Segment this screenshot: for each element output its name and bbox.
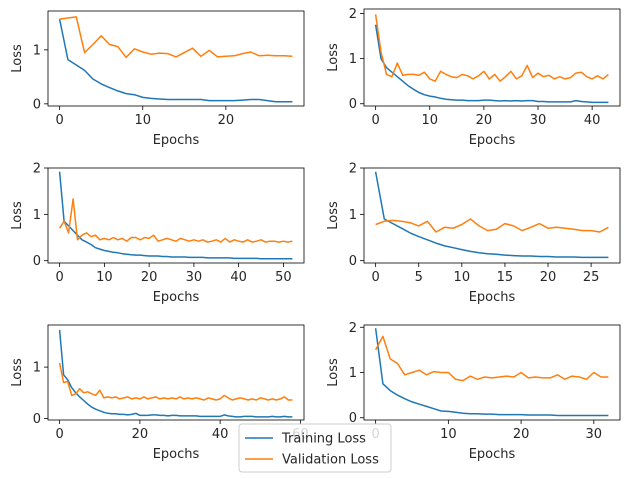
y-tick-label: 1 (349, 208, 357, 223)
y-axis-label: Loss (326, 43, 341, 72)
y-tick-label: 0 (33, 412, 41, 427)
y-tick-label: 2 (349, 162, 357, 177)
y-tick-label: 1 (349, 52, 357, 67)
x-tick-label: 40 (230, 270, 247, 285)
x-tick-label: 10 (134, 113, 151, 128)
x-tick-label: 10 (96, 270, 113, 285)
axes-frame (363, 8, 621, 107)
y-axis-label: Loss (10, 201, 25, 230)
subplot-6: 0102030012EpochsLoss (326, 321, 621, 462)
y-axis-label: Loss (10, 358, 25, 387)
x-tick-label: 0 (55, 427, 63, 442)
y-tick-label: 0 (33, 254, 41, 269)
y-tick-label: 0 (349, 97, 357, 112)
validation-loss-line (58, 198, 293, 243)
y-axis-label: Loss (10, 44, 25, 73)
x-tick-label: 25 (583, 270, 600, 285)
y-tick-label: 1 (33, 361, 41, 376)
subplot-4: 0 5 10 15 20 25 0 1 2 Epochs Loss (326, 162, 621, 305)
axes-frame (363, 167, 621, 264)
x-tick-label: 20 (132, 427, 149, 442)
training-loss-line (374, 171, 609, 259)
y-tick-label: 2 (349, 7, 357, 22)
y-axis-label: Loss (326, 358, 341, 387)
subplot-3: 0 10 20 30 40 50 0 1 2 Epochs Loss (10, 162, 305, 305)
training-loss-line (58, 171, 293, 260)
y-tick-label: 1 (33, 208, 41, 223)
validation-loss-line (374, 335, 609, 382)
y-axis-label: Loss (326, 201, 341, 230)
x-axis-label: Epochs (469, 290, 516, 305)
x-axis-label: Epochs (469, 133, 516, 148)
y-tick-label: 0 (349, 411, 357, 426)
axes-frame (47, 167, 305, 264)
legend-frame (238, 423, 392, 473)
legend: Training Loss Validation Loss (238, 423, 392, 473)
x-tick-label: 0 (55, 113, 63, 128)
y-tick-label: 2 (33, 162, 41, 177)
axes-frame (47, 324, 305, 421)
x-tick-label: 10 (454, 270, 471, 285)
validation-loss-line (58, 362, 293, 401)
x-tick-label: 10 (440, 427, 457, 442)
training-loss-line (374, 328, 609, 417)
x-tick-label: 40 (212, 427, 229, 442)
x-tick-label: 30 (586, 427, 603, 442)
validation-loss-line (374, 14, 609, 82)
x-axis-label: Epochs (153, 290, 200, 305)
x-tick-label: 40 (584, 113, 601, 128)
training-loss-line (58, 330, 293, 418)
subplot-1: 0 10 20 0 1 Epochs Loss (10, 10, 305, 148)
axes-frame (47, 10, 305, 107)
x-tick-label: 20 (513, 427, 530, 442)
y-tick-label: 1 (349, 366, 357, 381)
validation-loss-line (375, 218, 609, 233)
x-tick-label: 20 (141, 270, 158, 285)
legend-validation-label: Validation Loss (282, 453, 379, 468)
x-tick-label: 0 (371, 113, 379, 128)
x-tick-label: 30 (530, 113, 547, 128)
legend-training-label: Training Loss (281, 432, 366, 447)
y-tick-label: 1 (33, 43, 41, 58)
training-loss-line (374, 24, 609, 104)
x-tick-label: 15 (497, 270, 514, 285)
training-loss-line (58, 18, 293, 103)
y-tick-label: 0 (349, 254, 357, 269)
x-tick-label: 0 (371, 270, 379, 285)
x-tick-label: 10 (421, 113, 438, 128)
y-tick-label: 2 (349, 321, 357, 336)
x-axis-label: Epochs (153, 447, 200, 462)
x-tick-label: 50 (275, 270, 292, 285)
x-axis-label: Epochs (153, 133, 200, 148)
x-tick-label: 0 (55, 270, 63, 285)
x-tick-label: 20 (218, 113, 235, 128)
x-tick-label: 20 (540, 270, 557, 285)
validation-loss-line (59, 16, 293, 59)
y-tick-label: 0 (33, 97, 41, 112)
subplot-2: 0 10 20 30 40 0 1 2 Epochs Loss (326, 7, 621, 148)
x-tick-label: 5 (415, 270, 423, 285)
x-axis-label: Epochs (469, 447, 516, 462)
x-tick-label: 30 (186, 270, 203, 285)
x-tick-label: 20 (476, 113, 493, 128)
